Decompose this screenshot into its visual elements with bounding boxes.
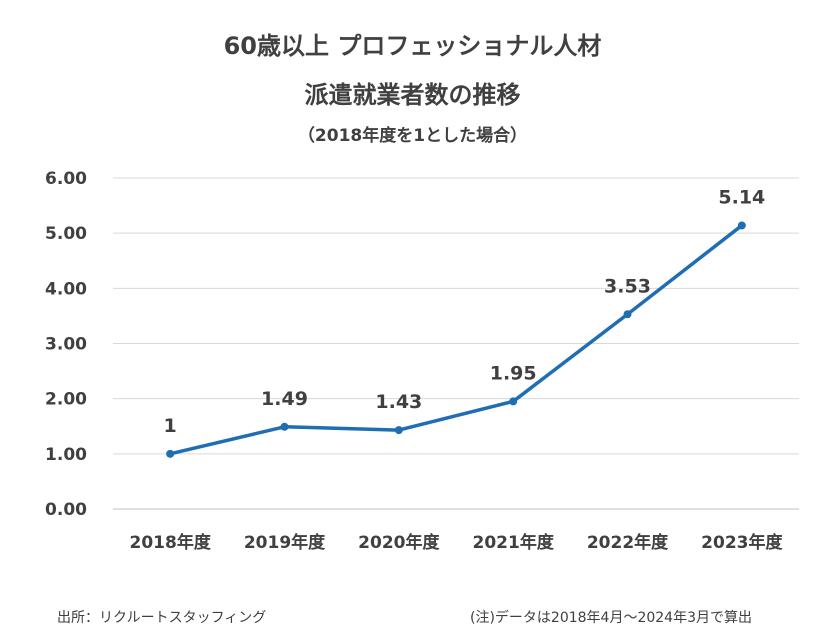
- chart-subtitle: （2018年度を1とした場合）: [297, 126, 528, 146]
- chart-title-line2: 派遣就業者数の推移: [304, 81, 521, 109]
- y-tick-label: 3.00: [45, 335, 87, 355]
- line-chart: 0.00 1.00 2.00 3.00 4.00 5.00 6.00 2018年度 2019年度…: [45, 169, 799, 553]
- data-label: 1.49: [261, 388, 308, 410]
- data-label: 1.43: [375, 391, 422, 413]
- data-period-note: (注)データは2018年4月～2024年3月で算出: [470, 610, 752, 626]
- data-label: 5.14: [718, 186, 765, 208]
- y-tick-label: 4.00: [45, 279, 87, 299]
- data-point: [394, 426, 403, 435]
- x-tick-label: 2023年度: [701, 532, 783, 553]
- data-point: [623, 310, 632, 319]
- data-point: [280, 422, 289, 431]
- x-tick-label: 2021年度: [473, 532, 555, 553]
- y-tick-label: 5.00: [45, 224, 87, 244]
- chart-title-line1: 60歳以上 プロフェッショナル人材: [223, 32, 602, 60]
- y-tick-label: 6.00: [45, 169, 87, 189]
- series-line: [168, 223, 744, 456]
- data-label: 1: [164, 415, 177, 437]
- source-note: 出所：リクルートスタッフィング: [57, 610, 267, 626]
- data-label: 1.95: [490, 362, 537, 384]
- y-tick-label: 1.00: [45, 445, 87, 465]
- x-tick-label: 2018年度: [130, 532, 212, 553]
- data-point: [166, 449, 175, 458]
- data-point: [509, 397, 518, 406]
- data-label: 3.53: [604, 275, 651, 297]
- x-tick-label: 2020年度: [358, 532, 440, 553]
- y-tick-label: 2.00: [45, 390, 87, 410]
- x-tick-label: 2022年度: [587, 532, 669, 553]
- x-tick-label: 2019年度: [244, 532, 326, 553]
- y-tick-label: 0.00: [45, 500, 87, 520]
- data-point: [737, 221, 746, 230]
